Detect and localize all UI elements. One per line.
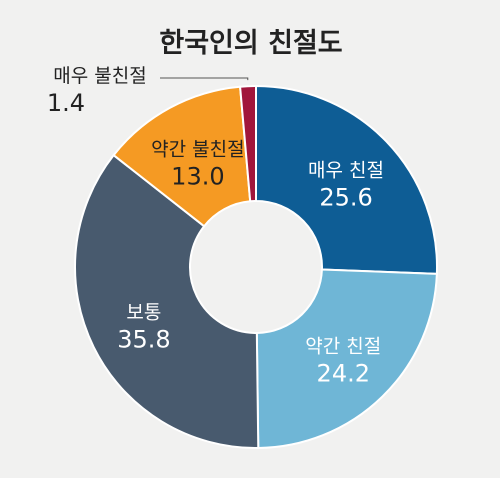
slice-label-value: 35.8 [117,325,170,353]
slice-label-name: 보통 [126,301,161,323]
slice-label-value: 1.4 [47,89,85,117]
donut-slice-2 [255,268,438,449]
slice-label-value: 13.0 [171,163,224,191]
slice-label-name: 약간 불친절 [151,139,244,161]
slice-label-name: 매우 친절 [308,159,384,181]
donut-slice-5 [239,84,257,203]
donut-slice-1 [255,84,438,275]
slice-label-value: 25.6 [319,183,372,211]
donut-slices [74,84,438,449]
slice-label-value: 24.2 [317,359,370,387]
chart-title: 한국인의 친절도 [159,28,342,59]
leader-line [160,77,249,81]
donut-slice-4 [112,85,252,228]
donut-slice-3 [74,153,260,449]
slice-label-name: 매우 불친절 [53,65,146,87]
slice-label-name: 약간 친절 [305,335,381,357]
